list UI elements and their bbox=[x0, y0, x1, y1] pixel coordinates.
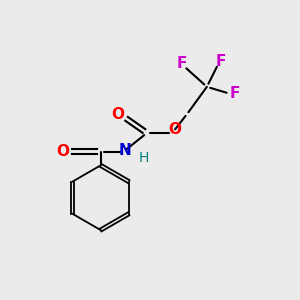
Text: N: N bbox=[118, 143, 131, 158]
Text: F: F bbox=[230, 86, 240, 101]
Text: F: F bbox=[176, 56, 187, 71]
Text: O: O bbox=[168, 122, 181, 137]
Text: O: O bbox=[111, 107, 124, 122]
Text: F: F bbox=[216, 54, 226, 69]
Text: H: H bbox=[138, 152, 148, 165]
Text: O: O bbox=[56, 144, 69, 159]
